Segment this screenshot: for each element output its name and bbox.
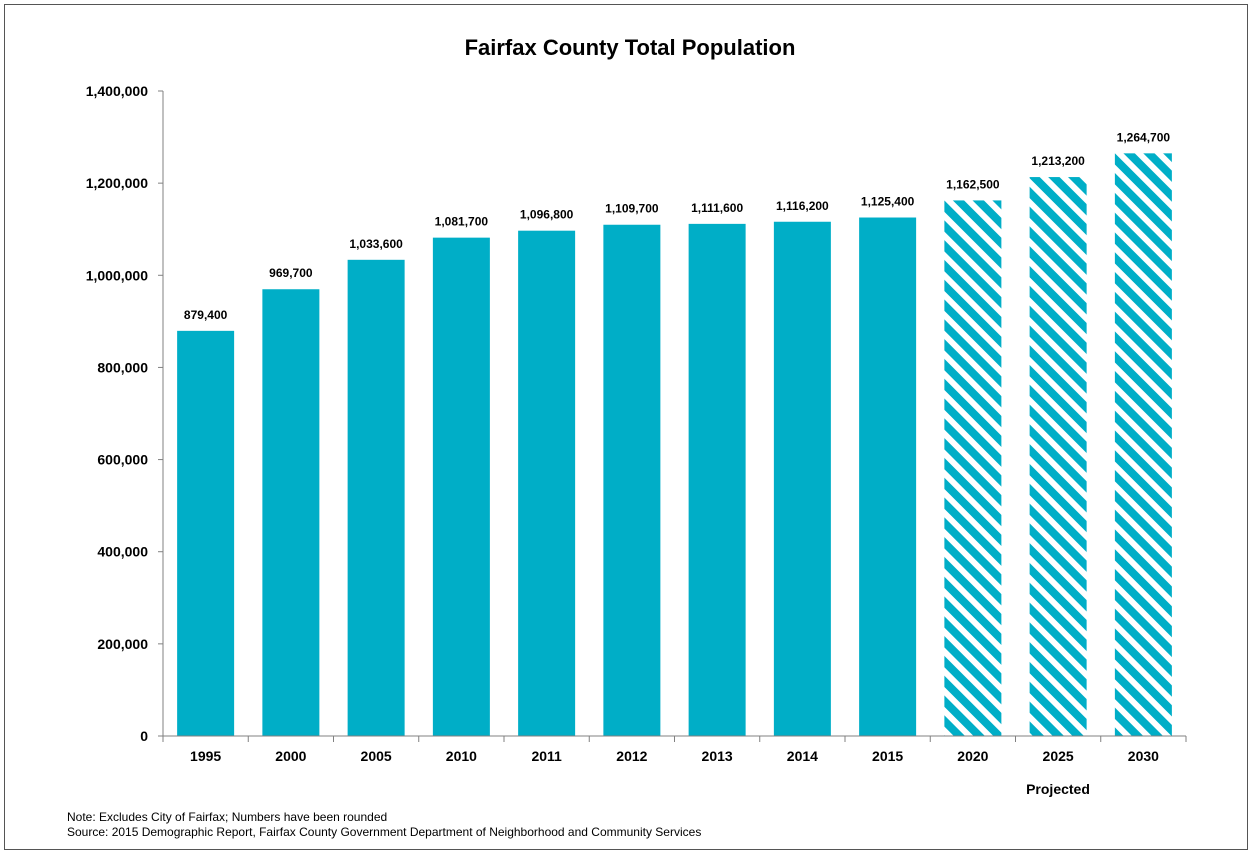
bar-value-label: 1,162,500 [946, 177, 1000, 191]
bar [603, 224, 661, 736]
bars [177, 153, 1172, 737]
value-labels: 879,400 969,700 1,033,600 1,081,700 1,096,80… [184, 130, 1170, 322]
y-tick-label: 600,000 [97, 452, 148, 468]
bar-value-label: 1,125,400 [861, 195, 915, 209]
bar [773, 221, 831, 736]
y-tick-label: 1,400,000 [86, 83, 148, 99]
projected-bar [1029, 177, 1087, 737]
bar-value-label: 969,700 [269, 266, 313, 280]
bar-value-label: 1,116,200 [776, 199, 829, 213]
bar [688, 223, 746, 736]
y-tick-label: 1,000,000 [86, 267, 148, 283]
chart-title: Fairfax County Total Population [465, 35, 796, 60]
x-tick-label: 1995 [190, 748, 221, 764]
x-tick-label: 2005 [361, 748, 392, 764]
x-tick-label: 2015 [872, 748, 903, 764]
bar [177, 330, 235, 736]
bar-value-label: 1,111,600 [691, 201, 743, 215]
bar-value-label: 1,096,800 [520, 208, 574, 222]
x-tick-label: 2025 [1043, 748, 1074, 764]
y-tick-label: 400,000 [97, 544, 148, 560]
x-tick-label: 2030 [1128, 748, 1159, 764]
y-tick-label: 1,200,000 [86, 175, 148, 191]
bar-value-label: 1,213,200 [1031, 154, 1085, 168]
y-tick-label: 0 [140, 728, 148, 744]
x-axis: 1995 2000 2005 2010 2011 2012 2013 2014 2015 2020… [162, 735, 1187, 764]
bar [518, 230, 576, 736]
x-tick-label: 2013 [702, 748, 733, 764]
bar [432, 237, 490, 736]
bar [347, 259, 405, 736]
x-tick-label: 2011 [531, 748, 562, 764]
bar-value-label: 1,264,700 [1117, 130, 1171, 144]
bar-value-label: 1,109,700 [605, 202, 659, 216]
bar-value-label: 1,033,600 [349, 237, 403, 251]
y-tick-label: 800,000 [97, 359, 148, 375]
projected-label: Projected [1026, 781, 1090, 797]
source-text: Source: 2015 Demographic Report, Fairfax… [67, 825, 702, 839]
x-tick-label: 2014 [787, 748, 818, 764]
note-text: Note: Excludes City of Fairfax; Numbers … [67, 810, 388, 824]
bar-value-label: 1,081,700 [435, 215, 489, 229]
projected-bar [1114, 153, 1172, 736]
y-axis: 0 200,000 400,000 600,000 800,000 1,000,000 1,… [86, 83, 164, 744]
bar [859, 217, 917, 736]
projected-bar [944, 200, 1002, 736]
x-tick-label: 2020 [957, 748, 988, 764]
x-tick-label: 2012 [616, 748, 647, 764]
x-tick-label: 2000 [275, 748, 306, 764]
bar-value-label: 879,400 [184, 308, 228, 322]
y-tick-label: 200,000 [97, 636, 148, 652]
x-tick-label: 2010 [446, 748, 477, 764]
bar [262, 289, 320, 736]
